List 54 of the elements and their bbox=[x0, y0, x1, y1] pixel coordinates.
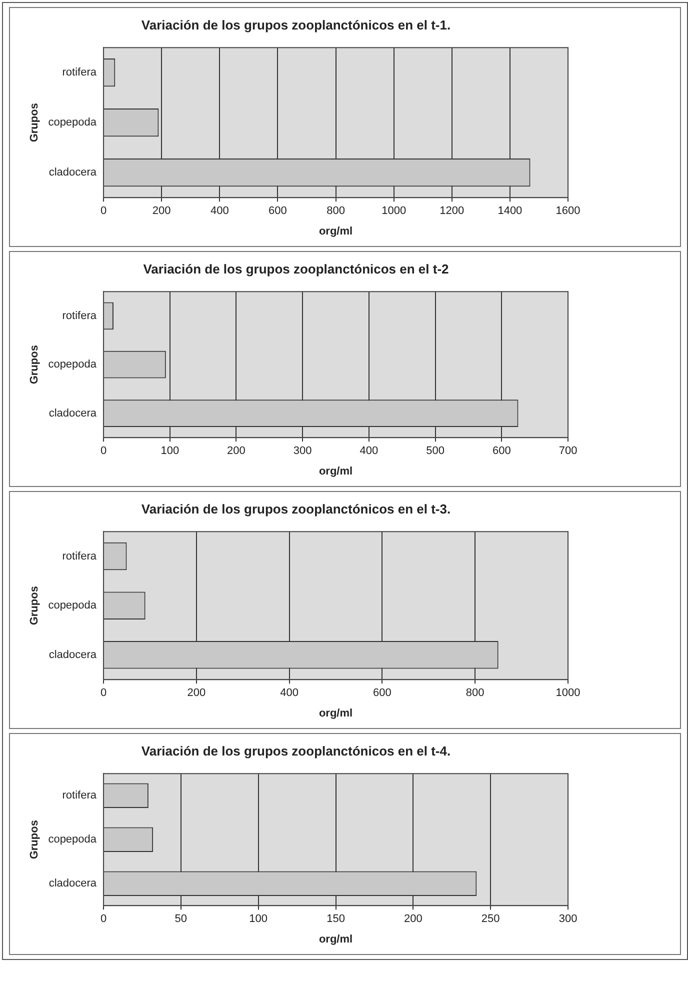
y-axis-title: Grupos bbox=[28, 586, 41, 626]
x-tick-label: 200 bbox=[187, 687, 206, 700]
x-axis-title: org/ml bbox=[318, 933, 353, 946]
x-tick-label: 1000 bbox=[382, 205, 406, 218]
y-tick-label: rotifera bbox=[62, 790, 98, 802]
x-tick-label: 300 bbox=[293, 445, 312, 458]
x-tick-label: 50 bbox=[174, 913, 188, 926]
x-tick-label: 800 bbox=[466, 687, 484, 700]
x-tick-label: 250 bbox=[481, 913, 500, 926]
y-tick-label: copepoda bbox=[48, 116, 98, 129]
y-tick-label: rotifera bbox=[62, 310, 98, 322]
y-axis-title: Grupos bbox=[28, 103, 41, 142]
x-tick-label: 400 bbox=[280, 687, 298, 700]
y-tick-label: rotifera bbox=[62, 550, 98, 562]
chart-title: Variación de los grupos zooplanctónicos en el t-4. bbox=[141, 743, 451, 758]
y-tick-label: cladocera bbox=[48, 878, 98, 890]
y-axis-title: Grupos bbox=[28, 820, 41, 860]
x-tick-label: 700 bbox=[558, 445, 578, 458]
x-tick-label: 200 bbox=[404, 913, 422, 926]
x-axis-title: org/ml bbox=[318, 225, 353, 238]
x-tick-label: 400 bbox=[210, 205, 229, 218]
y-tick-label: copepoda bbox=[48, 834, 98, 846]
x-tick-label: 150 bbox=[326, 913, 345, 926]
x-tick-label: 1000 bbox=[556, 687, 580, 700]
y-tick-label: cladocera bbox=[48, 407, 98, 420]
x-tick-label: 800 bbox=[326, 205, 345, 218]
x-tick-label: 100 bbox=[249, 913, 268, 926]
x-tick-label: 500 bbox=[426, 445, 444, 458]
x-tick-label: 100 bbox=[160, 445, 180, 458]
x-tick-label: 1400 bbox=[498, 205, 522, 218]
y-tick-label: cladocera bbox=[48, 166, 98, 179]
x-tick-label: 200 bbox=[152, 205, 171, 218]
chart-title: Variación de los grupos zooplanctónicos en el t-2 bbox=[143, 261, 449, 276]
y-tick-label: cladocera bbox=[48, 648, 98, 661]
chart-title: Variación de los grupos zooplanctónicos en el t-3. bbox=[141, 501, 451, 516]
x-tick-label: 600 bbox=[373, 687, 392, 700]
x-tick-label: 0 bbox=[100, 687, 107, 700]
x-tick-label: 0 bbox=[100, 445, 107, 458]
x-tick-label: 400 bbox=[360, 445, 378, 458]
y-tick-label: rotifera bbox=[62, 66, 98, 79]
x-tick-label: 0 bbox=[100, 913, 107, 926]
y-tick-label: copepoda bbox=[48, 600, 98, 612]
x-axis-title: org/ml bbox=[318, 707, 353, 720]
x-tick-label: 0 bbox=[100, 205, 107, 218]
chart-title: Variación de los grupos zooplanctónicos en el t-1. bbox=[141, 17, 451, 32]
x-axis-title: org/ml bbox=[318, 465, 353, 478]
x-tick-label: 600 bbox=[492, 445, 511, 458]
x-tick-label: 1200 bbox=[440, 205, 464, 218]
x-tick-label: 1600 bbox=[556, 205, 580, 218]
y-tick-label: copepoda bbox=[48, 358, 98, 371]
x-tick-label: 200 bbox=[227, 445, 246, 458]
x-tick-label: 300 bbox=[558, 913, 578, 926]
y-axis-title: Grupos bbox=[28, 345, 41, 384]
x-tick-label: 600 bbox=[268, 205, 287, 218]
